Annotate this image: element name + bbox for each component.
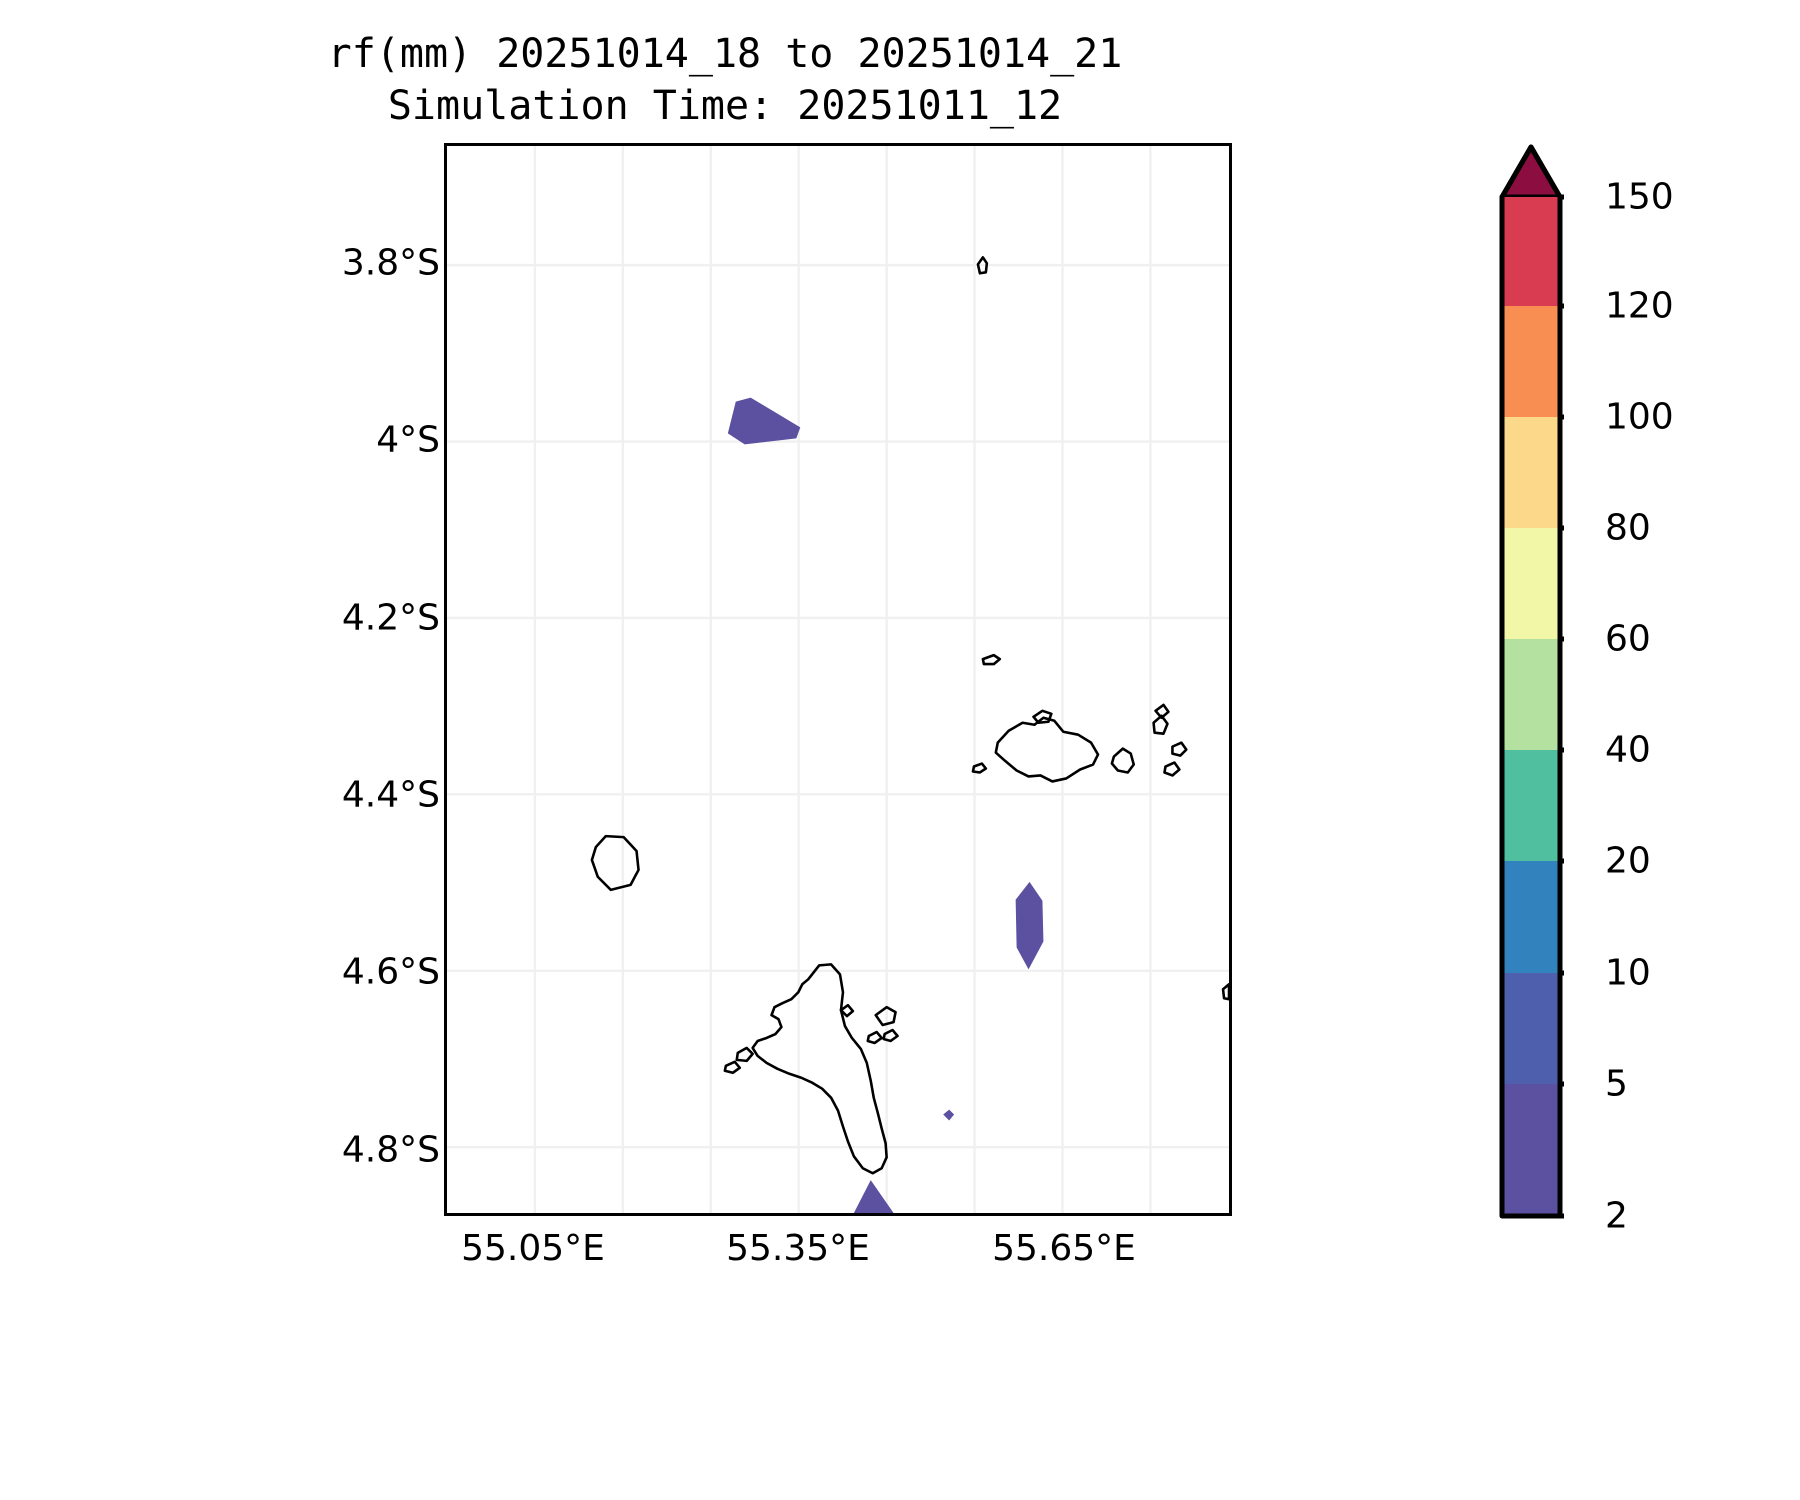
coastline-curieuse (1032, 709, 1053, 725)
coastline-ste-anne (874, 1005, 897, 1027)
colorbar-label-60: 60 (1605, 618, 1651, 660)
colorbar-band-100-120 (1502, 306, 1560, 417)
coastlines (590, 256, 1229, 1175)
colorbar-band-60-80 (1502, 528, 1560, 639)
colorbar-label-80: 80 (1605, 507, 1651, 549)
map-plot-area[interactable] (444, 143, 1232, 1216)
colorbar-canvas (1499, 144, 1564, 1219)
colorbar-label-2: 2 (1605, 1195, 1628, 1237)
ytick-label-4-2s: 4.2°S (341, 597, 440, 639)
coastline-grande-soeur (1163, 761, 1181, 777)
coastline-islet-cousin (971, 762, 988, 774)
xtick-label-55-05e: 55.05°E (461, 1228, 605, 1269)
colorbar-label-5: 5 (1605, 1063, 1628, 1105)
colorbar-label-20: 20 (1605, 840, 1651, 882)
colorbar-label-40: 40 (1605, 729, 1651, 771)
coastline-la-digue (1110, 747, 1136, 774)
colorbar-band-40-60 (1502, 639, 1560, 750)
coastline-mahe-notch (839, 1003, 855, 1018)
rainfall-patch-east (1015, 881, 1044, 970)
colorbar-label-10: 10 (1605, 952, 1651, 994)
ytick-label-4-8s: 4.8°S (341, 1129, 440, 1171)
coastline-edge-islet (1221, 982, 1229, 1001)
colorbar-extend-arrow (1499, 144, 1563, 200)
colorbar-label-120: 120 (1605, 285, 1674, 327)
colorbar-bands (1502, 197, 1560, 1216)
coastline-islet-aride (981, 653, 1002, 666)
rainfall-contour-fill (727, 397, 1044, 1213)
coastline-silhouette (590, 834, 640, 892)
coastline-aride (1154, 703, 1170, 720)
colorbar-label-150: 150 (1605, 176, 1674, 218)
coastline-north-island (976, 256, 989, 275)
coastline-praslin (994, 716, 1100, 783)
coastline-moyenne (882, 1028, 899, 1043)
rainfall-patch-south (853, 1180, 894, 1213)
ytick-label-4s: 4°S (376, 419, 440, 461)
ytick-label-4-6s: 4.6°S (341, 951, 440, 993)
coastline-cerf (866, 1030, 883, 1045)
colorbar[interactable] (1498, 143, 1564, 1220)
title-line-2: Simulation Time: 20251011_12 (387, 83, 1063, 129)
coastline-marianne (1171, 741, 1188, 757)
colorbar-ticks (1560, 194, 1564, 1219)
rainfall-patch-tiny (943, 1109, 955, 1121)
xtick-label-55-35e: 55.35°E (726, 1228, 870, 1269)
gridlines (447, 146, 1229, 1213)
colorbar-band-20-40 (1502, 750, 1560, 861)
figure-title: rf(mm) 20251014_18 to 20251014_21 Simula… (0, 28, 1450, 132)
coastline-mahe (751, 963, 888, 1175)
ytick-label-3-8s: 3.8°S (341, 242, 440, 284)
xtick-label-55-65e: 55.65°E (992, 1228, 1136, 1269)
colorbar-band-10-20 (1502, 861, 1560, 973)
coastline-therese (735, 1046, 754, 1063)
colorbar-band-120-150 (1502, 197, 1560, 306)
colorbar-outline (1499, 144, 1563, 1219)
colorbar-band-80-100 (1502, 417, 1560, 528)
ytick-label-4-4s: 4.4°S (341, 774, 440, 816)
colorbar-label-100: 100 (1605, 396, 1674, 438)
colorbar-band-5-10 (1502, 973, 1560, 1084)
coastline-conception (723, 1060, 742, 1075)
title-line-1: rf(mm) 20251014_18 to 20251014_21 (327, 31, 1123, 77)
rainfall-patch-north (727, 397, 801, 445)
map-canvas (447, 146, 1229, 1213)
colorbar-band-2-5 (1502, 1084, 1560, 1216)
